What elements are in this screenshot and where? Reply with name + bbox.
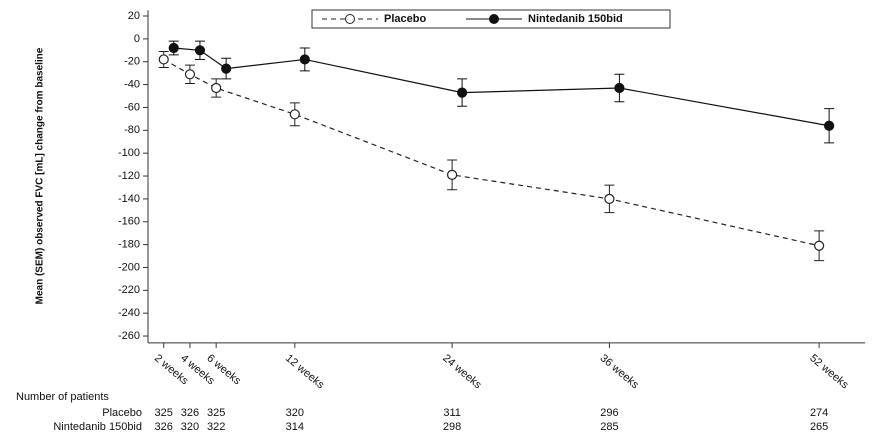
patients-title: Number of patients [16,391,109,403]
marker [457,87,468,98]
marker [814,240,825,251]
series-line [163,58,820,247]
y-tick-label: -80 [124,124,140,136]
patients-count: 314 [286,421,304,433]
marker [221,63,232,74]
marker [604,193,615,204]
y-axis-label: Mean (SEM) observed FVC [mL] change from… [35,47,46,304]
y-tick-label: -160 [118,216,140,228]
y-tick-label: -260 [118,330,140,342]
legend-box [311,9,671,29]
patients-count: 298 [443,421,461,433]
y-tick-label: -120 [118,170,140,182]
series-line [173,47,830,127]
patients-count: 320 [286,407,304,419]
legend-marker [345,14,355,24]
y-tick-label: -60 [124,101,140,113]
patients-count: 296 [600,407,618,419]
x-tick-label: 12 weeks [283,352,327,391]
x-tick-label: 24 weeks [440,352,484,391]
y-tick-label: -100 [118,147,140,159]
marker [447,169,458,180]
y-tick-label: -200 [118,261,140,273]
marker [168,42,179,54]
patients-row-label: Nintedanib 150bid [53,421,142,433]
patients-count: 325 [207,407,225,419]
marker [824,120,835,131]
legend-label: Nintedanib 150bid [528,13,623,25]
patients-count: 326 [155,421,173,433]
y-tick-label: -220 [118,284,140,296]
patients-count: 311 [443,407,461,419]
x-tick-label: 52 weeks [807,352,851,391]
marker [289,109,300,120]
patients-count: 320 [181,421,199,433]
patients-row-label: Placebo [102,407,142,419]
marker [184,69,196,80]
y-tick-label: -20 [124,56,140,68]
marker [158,54,169,65]
marker [299,54,310,65]
patients-count: 274 [810,407,828,419]
patients-count: 265 [810,421,828,433]
marker [614,82,625,94]
y-tick-label: -180 [118,239,140,251]
patients-count: 325 [155,407,173,419]
patients-count: 322 [207,421,225,433]
patients-count: 285 [600,421,618,433]
y-tick-label: 20 [128,10,140,22]
legend-marker [489,14,499,24]
y-tick-label: 0 [134,33,140,45]
marker [211,82,222,94]
y-tick-label: -40 [124,78,140,90]
marker [194,45,206,56]
legend-label: Placebo [384,13,426,25]
x-tick-label: 36 weeks [598,352,642,391]
patients-count: 326 [181,407,199,419]
y-tick-label: -240 [118,307,140,319]
y-tick-label: -140 [118,193,140,205]
